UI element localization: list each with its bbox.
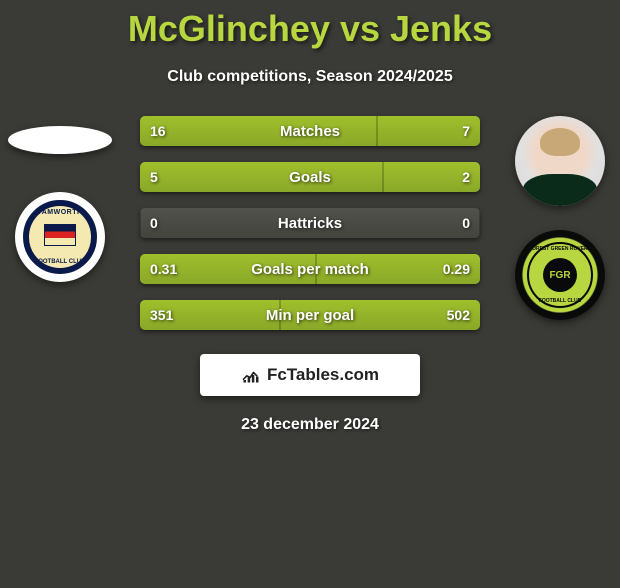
badge-left-text-bottom: FOOTBALL CLUB	[29, 259, 91, 265]
stat-row: 52Goals	[140, 162, 480, 192]
left-column: TAMWORTH FOOTBALL CLUB	[8, 116, 112, 282]
watermark-text: FcTables.com	[267, 365, 379, 385]
stat-label: Goals per match	[140, 254, 480, 284]
club-badge-left: TAMWORTH FOOTBALL CLUB	[15, 192, 105, 282]
player-right-avatar	[515, 116, 605, 206]
subtitle: Club competitions, Season 2024/2025	[0, 68, 620, 86]
stat-label: Hattricks	[140, 208, 480, 238]
player-left-avatar	[8, 126, 112, 154]
stats-container: 167Matches 52Goals 00Hattricks 0.310.29Goal…	[140, 116, 480, 330]
comparison-content: TAMWORTH FOOTBALL CLUB FOREST GREEN ROVE…	[0, 116, 620, 330]
stat-label: Matches	[140, 116, 480, 146]
date-label: 23 december 2024	[0, 416, 620, 434]
stat-label: Goals	[140, 162, 480, 192]
badge-right-text-bottom: FOOTBALL CLUB	[539, 298, 581, 304]
stat-row: 351502Min per goal	[140, 300, 480, 330]
right-column: FOREST GREEN ROVERS FOOTBALL CLUB	[508, 116, 612, 320]
chart-icon	[241, 365, 261, 385]
club-badge-right: FOREST GREEN ROVERS FOOTBALL CLUB	[515, 230, 605, 320]
stat-label: Min per goal	[140, 300, 480, 330]
stat-row: 167Matches	[140, 116, 480, 146]
watermark: FcTables.com	[200, 354, 420, 396]
page-title: McGlinchey vs Jenks	[0, 8, 620, 50]
badge-right-text-top: FOREST GREEN ROVERS	[529, 246, 591, 252]
badge-left-text-top: TAMWORTH	[29, 209, 91, 216]
stat-row: 00Hattricks	[140, 208, 480, 238]
stat-row: 0.310.29Goals per match	[140, 254, 480, 284]
